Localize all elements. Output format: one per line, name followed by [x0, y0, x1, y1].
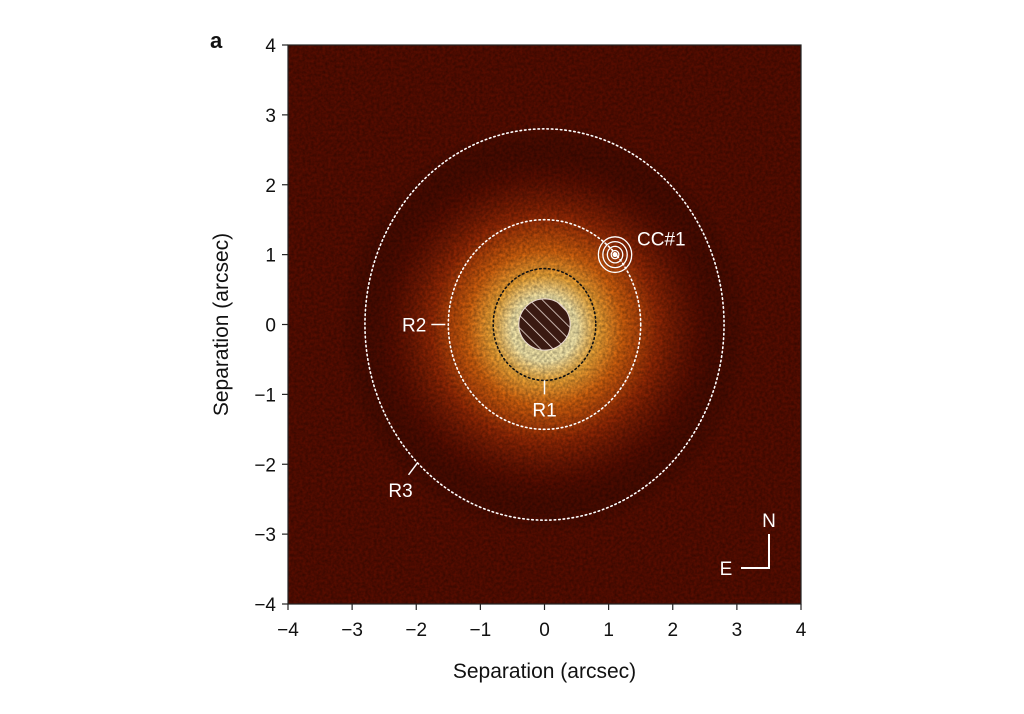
- ring-r1-label: R1: [532, 400, 556, 421]
- companion-contour-3: [606, 245, 624, 264]
- y-axis-label: Separation (arcsec): [210, 233, 233, 416]
- compass-north-label: N: [762, 511, 776, 532]
- compass-east-label: E: [720, 559, 733, 580]
- ring-r3: [364, 128, 725, 521]
- heatmap-image: [288, 45, 801, 604]
- y-tick-label: −4: [254, 595, 276, 616]
- x-tick-label: −4: [277, 620, 299, 641]
- x-tick-label: −3: [341, 620, 363, 641]
- compass-arrows: [741, 534, 770, 569]
- compass: N E: [720, 511, 776, 580]
- ring-r1: [492, 267, 597, 382]
- y-tick-label: −3: [254, 525, 276, 546]
- x-axis-ticks: −4 −3 −2 −1 0 1 2 3 4: [277, 604, 807, 641]
- y-tick-label: 4: [265, 36, 276, 57]
- x-tick-label: −1: [470, 620, 492, 641]
- companion-label: CC#1: [637, 230, 686, 251]
- ring-r3-leader: [407, 462, 419, 476]
- companion-peak: [612, 252, 618, 258]
- ring-r3-label: R3: [388, 481, 412, 502]
- x-tick-label: 0: [539, 620, 550, 641]
- y-tick-label: −2: [254, 455, 276, 476]
- ring-r2-label: R2: [402, 316, 426, 337]
- y-axis-ticks: −4 −3 −2 −1 0 1 2 3 4: [254, 36, 288, 616]
- ring-r2: [447, 218, 642, 431]
- y-tick-label: 1: [265, 246, 276, 267]
- panel-label: a: [210, 28, 223, 53]
- x-axis-label: Separation (arcsec): [453, 660, 636, 683]
- x-tick-label: 4: [796, 620, 807, 641]
- companion-contour-4: [610, 249, 620, 260]
- x-tick-label: 3: [732, 620, 743, 641]
- companion-contour-2: [602, 240, 628, 269]
- y-tick-label: 0: [265, 316, 276, 337]
- companion-contour-1: [597, 236, 633, 274]
- x-tick-label: −2: [405, 620, 427, 641]
- y-tick-label: 3: [265, 106, 276, 127]
- x-tick-label: 2: [667, 620, 678, 641]
- coronagraph-mask: [518, 298, 571, 351]
- y-tick-label: −1: [254, 385, 276, 406]
- x-tick-label: 1: [603, 620, 614, 641]
- y-tick-label: 2: [265, 176, 276, 197]
